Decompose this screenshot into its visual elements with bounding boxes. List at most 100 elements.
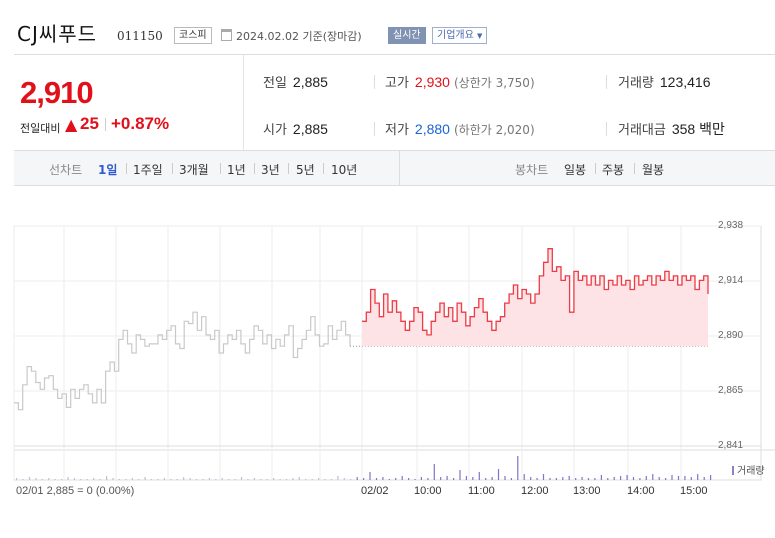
high-price: 고가 2,930 (상한가 3,750) (385, 72, 535, 91)
volume-bar (202, 479, 204, 480)
candle-monthly[interactable]: 월봉 (642, 163, 665, 177)
divider (634, 163, 635, 174)
plot-frame (13, 225, 762, 481)
volume-bar (510, 478, 512, 480)
candle-section: 봉차트 일봉 주봉 월봉 (399, 151, 775, 185)
open-price: 시가 2,885 (263, 119, 328, 138)
volume-bar (234, 479, 236, 480)
volume-bar (343, 478, 345, 480)
volume-bar (504, 476, 506, 480)
volume-value: 123,416 (659, 74, 711, 90)
divider (323, 163, 324, 174)
volume-bar (86, 479, 88, 480)
volume-bar (41, 479, 43, 480)
volume-bar (292, 478, 294, 480)
volume-bar (453, 478, 455, 480)
price-chart[interactable]: 거래량 02/01 2,885 = 0 (0.00%) 2,938 2,914 2,… (0, 190, 775, 538)
price-box: 2,910 전일대비 ▲ 25 +0.87% (14, 55, 244, 150)
volume-bar (530, 477, 532, 480)
volume-bar (61, 479, 63, 480)
prev-close-label: 전일 (263, 76, 287, 91)
volume-bar (298, 477, 300, 480)
volume-bar (658, 477, 660, 480)
divider (374, 75, 375, 89)
volume-bar (138, 479, 140, 480)
volume-bar (677, 476, 680, 480)
volume-bar (710, 475, 712, 480)
volume-bar (170, 479, 172, 480)
chart-canvas (13, 225, 775, 481)
x-tick-label: 11:00 (468, 485, 495, 497)
volume-bar (273, 478, 275, 480)
period-1y[interactable]: 1년 (227, 163, 246, 177)
volume-bar (330, 479, 333, 480)
volume-bar (253, 478, 255, 480)
volume-bar (93, 478, 95, 480)
volume-bar (22, 479, 24, 480)
volume-bar (318, 478, 320, 480)
volume: 거래량 123,416 (618, 72, 711, 91)
volume-bar (523, 474, 525, 480)
volume-bar (189, 478, 191, 480)
divider (288, 163, 289, 174)
period-5y[interactable]: 5년 (296, 163, 315, 177)
period-10y[interactable]: 10년 (331, 163, 358, 177)
period-1w[interactable]: 1주일 (133, 163, 163, 177)
volume-bar (613, 477, 615, 480)
trade-amount: 거래대금 358 백만 (618, 119, 725, 139)
volume-bar (703, 477, 705, 480)
volume-bar (337, 476, 339, 480)
volume-bar (99, 479, 101, 480)
volume-bar (363, 478, 365, 480)
divider (606, 75, 607, 89)
previous-day-line (14, 311, 351, 411)
y-tick-label: 2,938 (718, 220, 744, 231)
volume-bar (356, 477, 358, 480)
volume-bar (414, 479, 416, 480)
volume-bar (247, 479, 249, 480)
volume-bar (176, 479, 178, 480)
volume-bar (215, 479, 217, 480)
candle-daily[interactable]: 일봉 (564, 163, 587, 177)
y-tick-label: 2,890 (718, 330, 744, 341)
upper-limit: (상한가 3,750) (453, 76, 535, 90)
volume-bar (80, 479, 82, 480)
volume-bar (697, 474, 699, 480)
volume-bar (183, 477, 185, 480)
volume-bar (626, 475, 628, 480)
quote-date: 2024.02.02 기준(장마감) (236, 30, 362, 43)
y-tick-label: 2,865 (718, 385, 744, 396)
divider (220, 163, 221, 174)
volume-bar (485, 478, 487, 480)
period-3y[interactable]: 3년 (261, 163, 280, 177)
volume-bar (112, 478, 114, 480)
amount-label: 거래대금 (618, 123, 666, 138)
realtime-button[interactable]: 실시간 (388, 27, 426, 44)
volume-bar (427, 478, 429, 480)
candle-weekly[interactable]: 주봉 (602, 163, 625, 177)
volume-bar (350, 479, 352, 480)
volume-bar (285, 479, 288, 480)
up-arrow-icon: ▲ (65, 115, 78, 134)
volume-bar (632, 477, 635, 480)
volume-bar (395, 478, 397, 480)
company-overview-dropdown[interactable]: 기업개요 ▼ (432, 27, 488, 44)
volume-bar (555, 478, 557, 480)
x-tick-label: 13:00 (573, 485, 601, 497)
volume-bar (478, 472, 480, 480)
stock-name[interactable]: CJ씨푸드 (17, 22, 98, 46)
volume-bar (221, 478, 223, 480)
quote-panel: 2,910 전일대비 ▲ 25 +0.87% 전일 2,885 고가 2,930 (상… (14, 54, 775, 150)
volume-bar (440, 477, 442, 480)
volume-bar (28, 477, 31, 480)
period-1d[interactable]: 1일 (98, 163, 118, 177)
change-percent: +0.87% (111, 114, 170, 133)
volume-bar (465, 476, 467, 480)
divider (254, 163, 255, 174)
low-value: 2,880 (414, 121, 450, 137)
volume-bar (536, 478, 538, 480)
period-3m[interactable]: 3개월 (179, 163, 209, 177)
volume-bar (420, 477, 422, 480)
volume-bar (645, 476, 647, 480)
volume-bar (157, 479, 159, 480)
